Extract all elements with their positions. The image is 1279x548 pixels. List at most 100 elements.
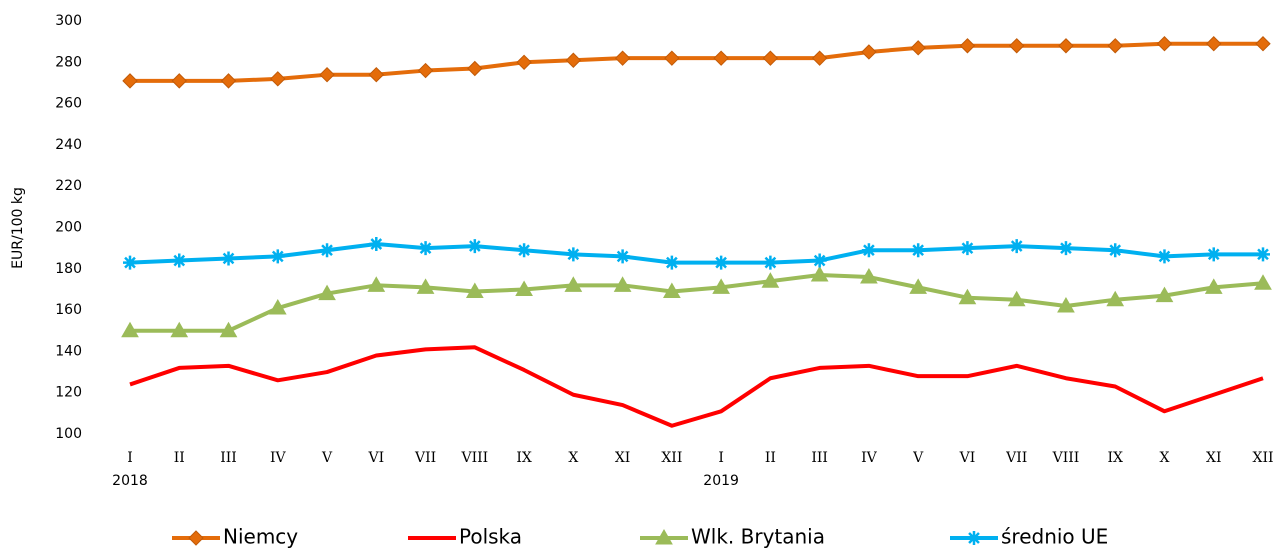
point-marker xyxy=(221,251,236,266)
point-marker xyxy=(565,52,582,68)
point-marker xyxy=(319,66,335,83)
point-marker xyxy=(762,50,779,66)
legend-label: średnio UE xyxy=(1001,525,1108,548)
point-marker xyxy=(1057,296,1075,313)
legend-marker xyxy=(188,530,204,546)
x-tick-label: VII xyxy=(414,450,436,466)
x-tick-label: IX xyxy=(1107,450,1123,466)
legend-marker xyxy=(967,531,981,545)
point-marker xyxy=(268,299,287,315)
point-marker xyxy=(1157,249,1172,264)
x-tick-label: V xyxy=(321,450,333,466)
year-label: 2018 xyxy=(112,473,148,489)
point-marker xyxy=(515,280,533,296)
legend-marker xyxy=(655,528,673,545)
point-marker xyxy=(909,278,928,294)
y-tick-label: 240 xyxy=(55,137,82,153)
point-marker xyxy=(368,66,385,83)
point-marker xyxy=(467,239,482,254)
point-marker xyxy=(219,321,238,338)
point-marker xyxy=(860,268,878,284)
point-marker xyxy=(1256,247,1270,262)
y-tick-label: 100 xyxy=(55,426,82,442)
y-tick-label: 300 xyxy=(55,13,82,29)
point-marker xyxy=(270,249,285,264)
point-marker xyxy=(369,237,384,252)
x-tick-label: VI xyxy=(959,450,976,466)
point-marker xyxy=(566,247,581,262)
point-marker xyxy=(270,71,286,87)
point-marker xyxy=(714,255,729,270)
x-tick-label: XI xyxy=(615,450,631,466)
y-tick-label: 120 xyxy=(55,385,82,401)
point-marker xyxy=(1106,290,1125,307)
point-marker xyxy=(516,54,532,71)
point-marker xyxy=(1008,38,1025,54)
y-tick-label: 200 xyxy=(55,220,82,236)
point-marker xyxy=(1009,239,1024,254)
point-marker xyxy=(122,73,138,89)
x-tick-label: II xyxy=(174,450,185,466)
point-marker xyxy=(1108,243,1123,258)
point-marker xyxy=(1206,36,1222,52)
point-marker xyxy=(172,253,187,268)
y-tick-label: 140 xyxy=(55,343,82,359)
series-line xyxy=(130,272,1264,333)
point-marker xyxy=(959,38,976,54)
x-tick-label: V xyxy=(912,450,924,466)
x-tick-label: VII xyxy=(1005,450,1027,466)
point-marker xyxy=(812,253,827,268)
x-tick-label: X xyxy=(568,450,578,466)
year-label: 2019 xyxy=(703,473,739,489)
x-tick-label: III xyxy=(811,450,828,466)
point-marker xyxy=(613,276,632,292)
x-tick-label: I xyxy=(127,450,133,466)
point-marker xyxy=(960,241,975,256)
x-tick-label: IV xyxy=(270,450,287,466)
x-tick-label: XI xyxy=(1206,450,1222,466)
point-marker xyxy=(467,60,483,77)
y-tick-label: 260 xyxy=(55,96,82,112)
x-tick-label: IX xyxy=(516,450,532,466)
y-tick-label: 160 xyxy=(55,302,82,318)
point-marker xyxy=(170,321,189,338)
point-marker xyxy=(861,44,877,60)
point-marker xyxy=(911,243,926,258)
point-marker xyxy=(1155,286,1174,303)
y-axis-label: EUR/100 kg xyxy=(10,187,26,269)
point-marker xyxy=(761,272,780,288)
x-tick-label: VIII xyxy=(460,450,488,466)
x-tick-label: I xyxy=(718,450,724,466)
legend-label: Polska xyxy=(459,525,522,548)
x-tick-label: VI xyxy=(367,450,384,466)
point-marker xyxy=(1107,38,1123,54)
point-marker xyxy=(712,278,730,294)
point-marker xyxy=(171,73,187,89)
point-marker xyxy=(1156,36,1173,52)
y-tick-label: 280 xyxy=(55,54,82,70)
point-marker xyxy=(861,243,876,258)
point-marker xyxy=(564,276,583,292)
point-marker xyxy=(811,50,828,66)
point-marker xyxy=(664,255,679,270)
point-marker xyxy=(367,276,386,292)
point-marker xyxy=(220,73,237,89)
point-marker xyxy=(763,255,778,270)
point-marker xyxy=(1255,36,1271,52)
point-marker xyxy=(615,249,630,264)
point-marker xyxy=(1058,241,1073,256)
point-marker xyxy=(517,243,532,258)
point-marker xyxy=(121,321,139,338)
point-marker xyxy=(1206,247,1221,262)
point-marker xyxy=(418,241,433,256)
x-tick-label: IV xyxy=(861,450,878,466)
point-marker xyxy=(910,40,926,56)
legend-label: Niemcy xyxy=(223,525,298,548)
point-marker xyxy=(1058,38,1074,54)
point-marker xyxy=(320,243,335,258)
series-line xyxy=(130,41,1263,83)
x-tick-label: XII xyxy=(1252,450,1273,466)
y-tick-label: 220 xyxy=(55,178,82,194)
point-marker xyxy=(416,278,435,294)
